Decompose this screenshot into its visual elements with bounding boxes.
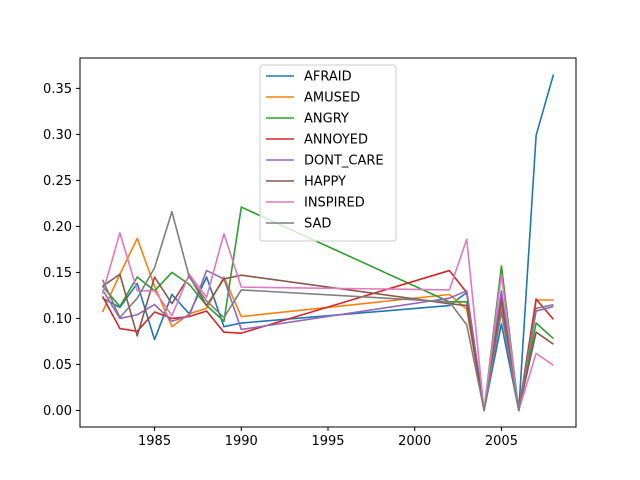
x-tick-label: 2005 [485, 434, 518, 449]
x-tick-label: 1990 [225, 434, 258, 449]
legend: AFRAID AMUSED ANGRY ANNOYED DONT_CARE HAPPY IN… [259, 64, 397, 242]
y-tick-label: 0.35 [43, 82, 72, 97]
y-axis: 0.00 0.05 0.10 0.15 0.20 0.25 0.30 0.35 [43, 82, 80, 419]
series-line-sad [101, 210, 554, 412]
legend-entry-label: ANGRY [304, 112, 349, 127]
y-tick-label: 0.05 [43, 358, 72, 373]
legend-entry-label: HAPPY [304, 175, 346, 190]
legend-box [259, 64, 397, 242]
legend-entry-label: SAD [304, 217, 331, 232]
legend-entry-label: INSPIRED [304, 196, 365, 211]
plot-series-group [101, 74, 555, 412]
legend-entry-label: DONT_CARE [304, 154, 384, 169]
y-tick-label: 0.10 [43, 312, 72, 327]
legend-entry-label: AFRAID [304, 70, 352, 85]
legend-entry-label: ANNOYED [304, 133, 368, 148]
x-axis: 1985 1990 1995 2000 2005 [138, 427, 518, 449]
y-tick-label: 0.30 [43, 128, 72, 143]
y-tick-label: 0.00 [43, 404, 72, 419]
y-tick-label: 0.25 [43, 174, 72, 189]
x-tick-label: 2000 [398, 434, 431, 449]
y-tick-label: 0.15 [43, 266, 72, 281]
x-tick-label: 1995 [311, 434, 344, 449]
series-line-afraid [102, 74, 555, 412]
x-tick-label: 1985 [138, 434, 171, 449]
series-line-happy [102, 273, 554, 412]
legend-entry-label: AMUSED [304, 91, 360, 106]
y-tick-label: 0.20 [43, 220, 72, 235]
series-line-inspired [101, 232, 554, 412]
